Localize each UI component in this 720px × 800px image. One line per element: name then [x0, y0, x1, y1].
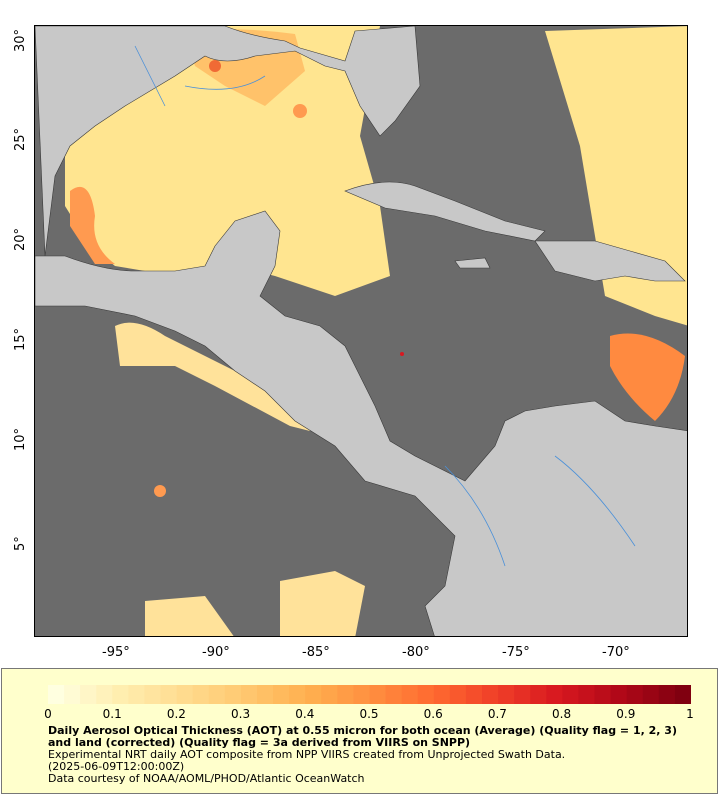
colorbar-segment: [144, 685, 162, 704]
colorbar-label: 1: [686, 707, 694, 721]
colorbar-segment: [594, 685, 612, 704]
colorbar-segment: [642, 685, 660, 704]
colorbar-label: 0.1: [102, 707, 122, 721]
caption-line-source: Experimental NRT daily AOT composite fro…: [48, 748, 566, 761]
colorbar-segment: [305, 685, 322, 704]
colorbar-label: 0.3: [231, 707, 251, 721]
lat-label: 25°: [13, 127, 28, 151]
caption-line-date: (2025-06-09T12:00:00Z): [48, 760, 185, 773]
caption-line-credit: Data courtesy of NOAA/AOML/PHOD/Atlantic…: [48, 772, 365, 785]
colorbar-segment: [562, 685, 579, 704]
legend-panel: 0 0.1 0.2 0.3 0.4 0.5 0.6 0.7 0.8 0.9 1 Daily Aero…: [1, 668, 718, 794]
lon-label: -70°: [602, 645, 630, 660]
colorbar-segment: [64, 685, 81, 704]
colorbar-segment: [321, 685, 338, 704]
lat-label: 5°: [13, 536, 28, 551]
colorbar-segment: [289, 685, 306, 704]
caption: Daily Aerosol Optical Thickness (AOT) at…: [48, 725, 688, 785]
lat-label: 10°: [13, 427, 28, 451]
colorbar-label: 0.7: [487, 707, 507, 721]
colorbar-segment: [369, 685, 387, 704]
colorbar-segment: [385, 685, 403, 704]
lat-label: 15°: [13, 327, 28, 351]
colorbar-segment: [401, 685, 419, 704]
colorbar-segment: [224, 685, 242, 704]
aot-swath-east: [545, 26, 687, 421]
colorbar-segment: [96, 685, 113, 704]
colorbar-segment: [176, 685, 194, 704]
colorbar-segment: [417, 685, 435, 704]
colorbar-segment: [240, 685, 258, 704]
colorbar-segment: [192, 685, 210, 704]
colorbar-segment: [80, 685, 97, 704]
colorbar-segment: [674, 685, 691, 704]
land-masses: [35, 26, 687, 636]
colorbar-segment: [337, 685, 354, 704]
colorbar-segment: [514, 685, 531, 704]
colorbar-segment: [128, 685, 145, 704]
aot-colorbar: [48, 685, 691, 704]
colorbar-label: 0.8: [552, 707, 572, 721]
colorbar-segment: [530, 685, 547, 704]
lon-label: -90°: [202, 645, 230, 660]
rivers: [134, 45, 636, 567]
colorbar-segment: [465, 685, 483, 704]
colorbar-segment: [353, 685, 370, 704]
aot-map[interactable]: [35, 26, 688, 637]
lon-label: -85°: [302, 645, 330, 660]
colorbar-segment: [273, 685, 290, 704]
colorbar-label: 0.5: [359, 707, 379, 721]
colorbar-label: 0.9: [616, 707, 636, 721]
colorbar-segment: [482, 685, 499, 704]
lat-label: 20°: [13, 227, 28, 251]
colorbar-label: 0.4: [295, 707, 315, 721]
colorbar-segment: [433, 685, 451, 704]
colorbar-segment: [610, 685, 628, 704]
lat-label: 30°: [13, 28, 28, 52]
colorbar-segment: [208, 685, 226, 704]
colorbar-segment: [112, 685, 129, 704]
colorbar-label: 0.6: [423, 707, 443, 721]
colorbar-segment: [626, 685, 644, 704]
lon-label: -75°: [502, 645, 530, 660]
colorbar-segment: [48, 685, 65, 704]
legend-title: Daily Aerosol Optical Thickness (AOT) at…: [48, 724, 677, 749]
colorbar-segment: [578, 685, 596, 704]
colorbar-label: 0: [44, 707, 52, 721]
colorbar-label: 0.2: [166, 707, 186, 721]
colorbar-segment: [546, 685, 563, 704]
map-frame[interactable]: [34, 25, 688, 637]
colorbar-segment: [160, 685, 178, 704]
colorbar-segment: [256, 685, 274, 704]
lon-label: -95°: [102, 645, 130, 660]
colorbar-segment: [449, 685, 467, 704]
colorbar-segment: [658, 685, 676, 704]
aot-pacific-patches: [115, 322, 404, 636]
colorbar-segment: [498, 685, 515, 704]
lon-label: -80°: [402, 645, 430, 660]
